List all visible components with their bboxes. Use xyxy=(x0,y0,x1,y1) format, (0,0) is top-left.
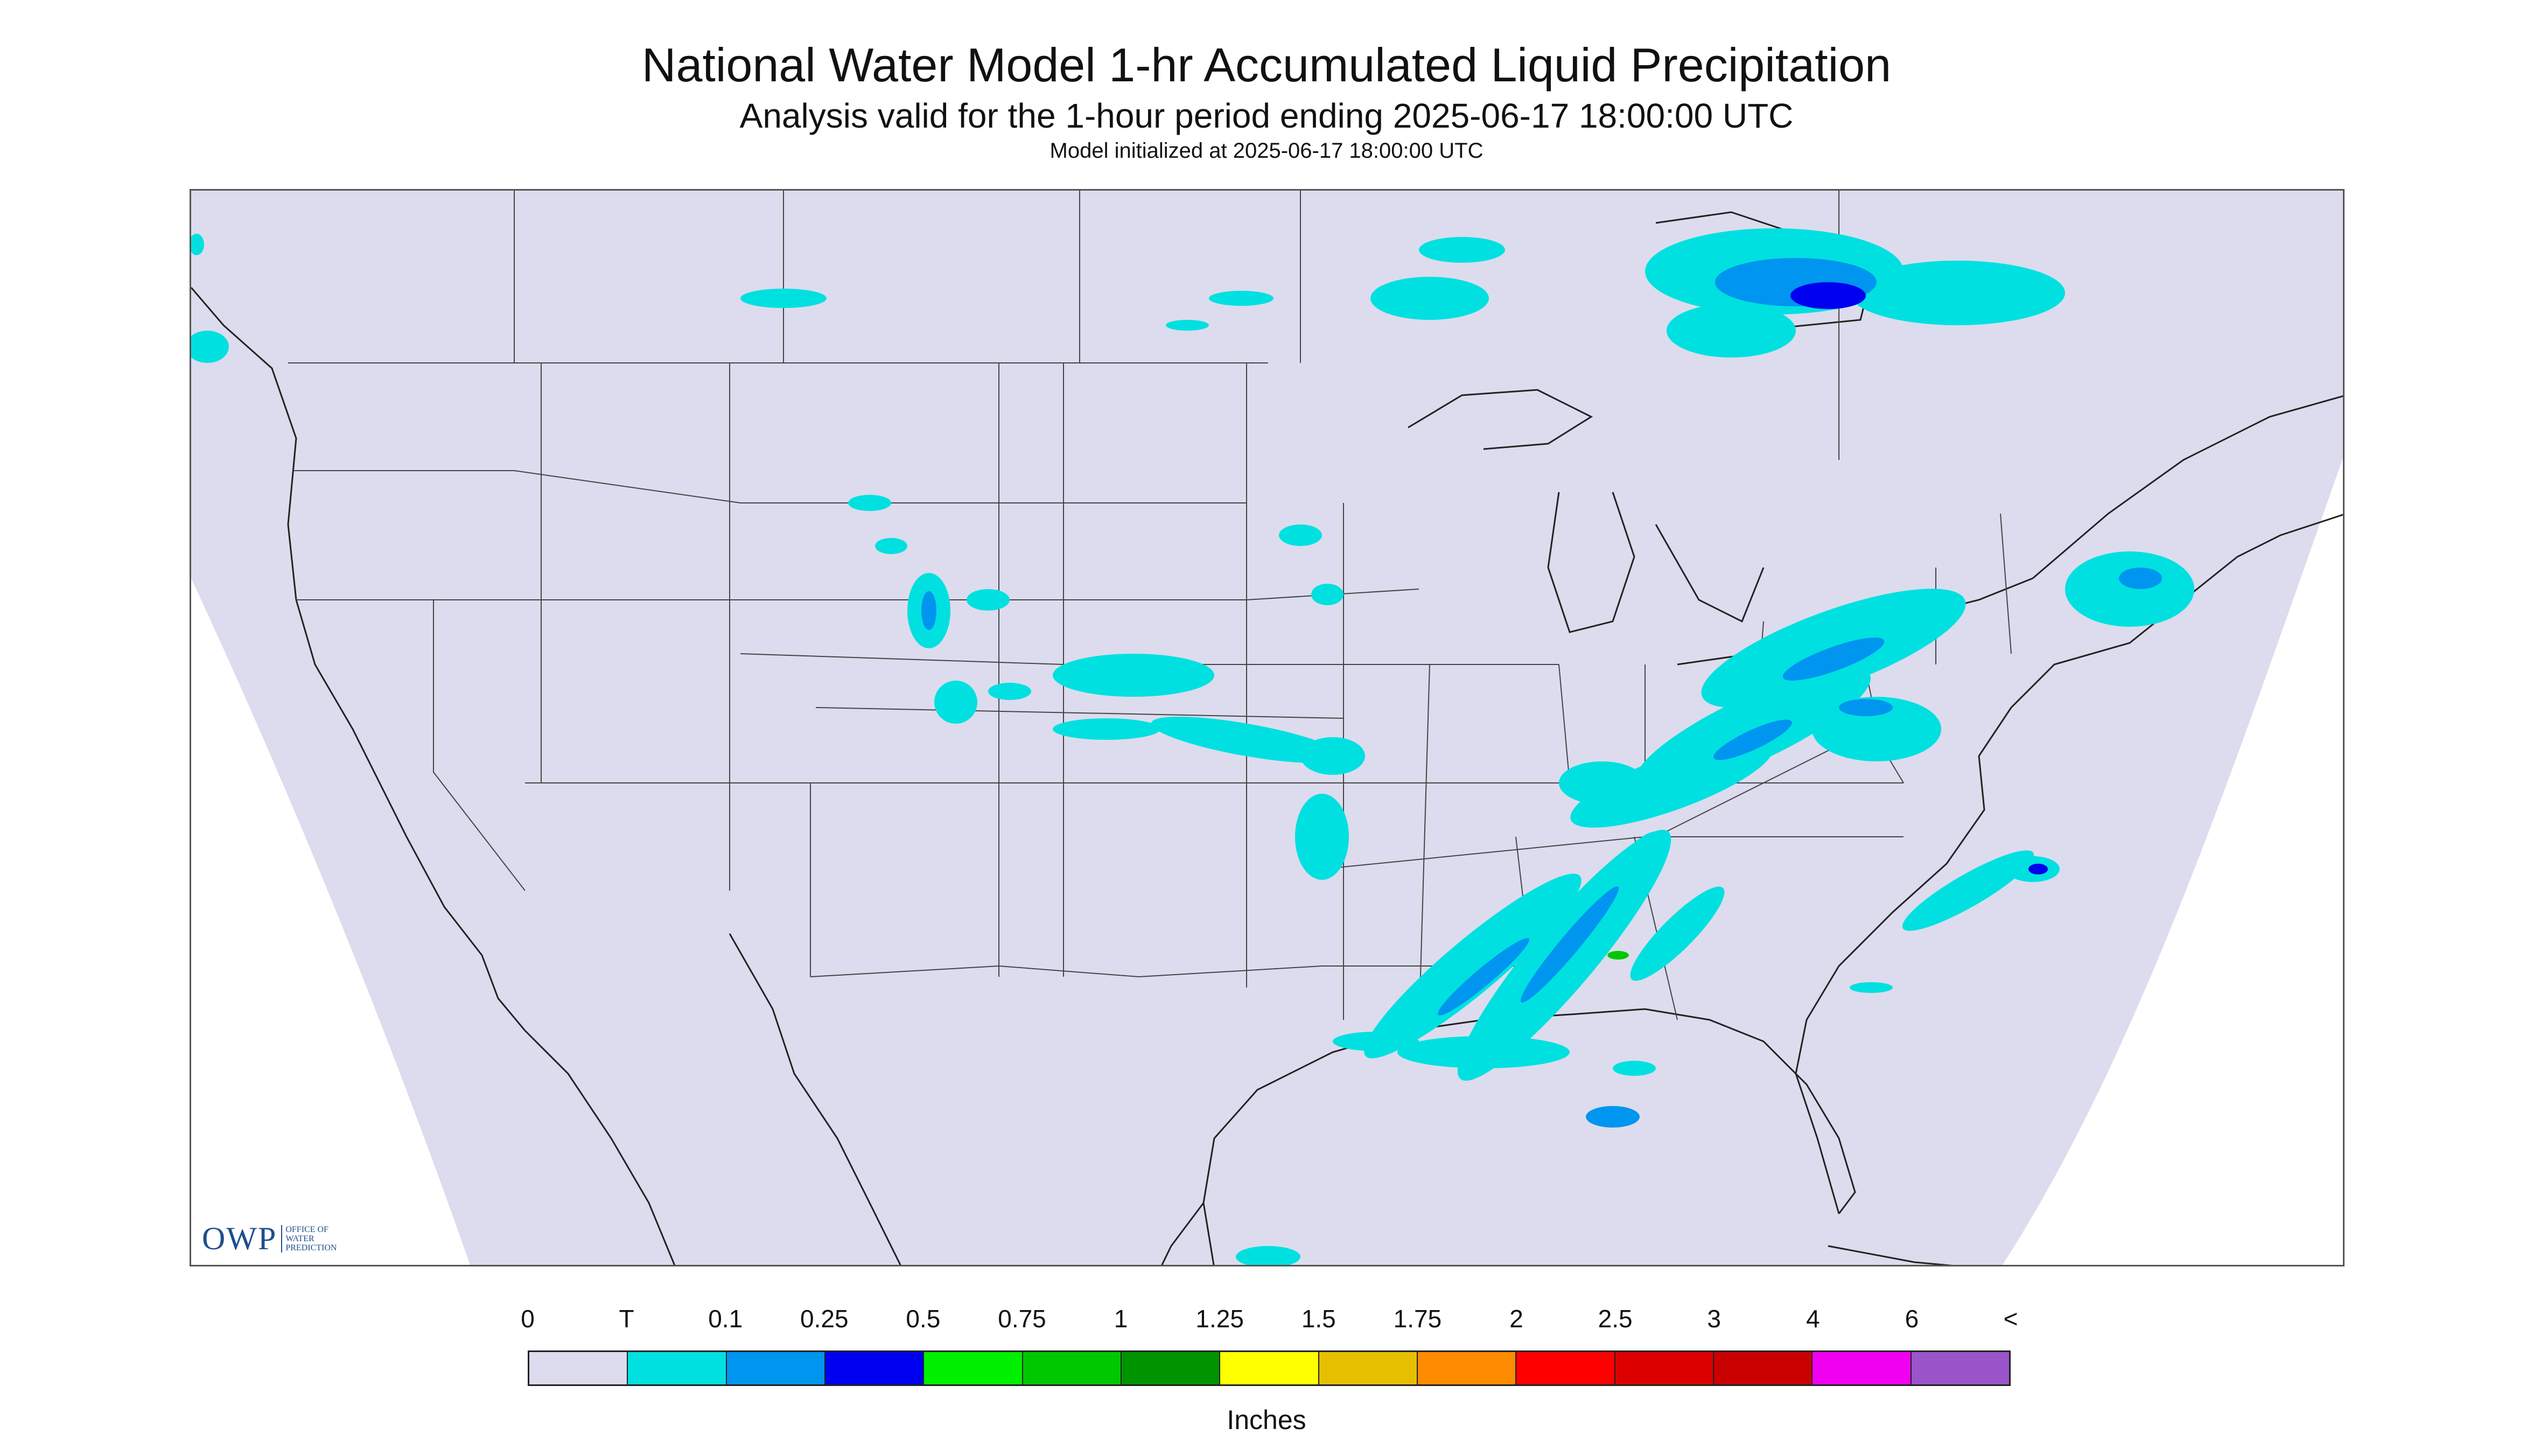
model-init-text: Model initialized at 2025-06-17 18:00:00… xyxy=(1049,139,1484,163)
legend-tick-15: < xyxy=(2003,1305,2018,1333)
legend-tick-12: 3 xyxy=(1707,1305,1721,1333)
legend-tick-8: 1.5 xyxy=(1301,1305,1336,1333)
precip-colorado xyxy=(907,573,1031,724)
legend-swatch-7 xyxy=(1220,1352,1319,1384)
legend-tick-13: 4 xyxy=(1806,1305,1820,1333)
legend-swatch-5 xyxy=(1023,1352,1122,1384)
legend-tick-labels: 0 T 0.1 0.25 0.5 0.75 1 1.25 1.5 1.75 2 2.5 3 4 6 < xyxy=(521,1304,2018,1336)
precip-pacific-northwest xyxy=(191,234,229,363)
outside-domain-left xyxy=(191,578,470,1265)
legend-tick-9: 1.75 xyxy=(1393,1305,1442,1333)
precip-central-plains xyxy=(1053,524,1365,880)
precip-quebec-ontario xyxy=(1645,228,2065,358)
owp-logo: OWP OFFICE OF WATER PREDICTION xyxy=(202,1220,337,1257)
legend-swatch-2 xyxy=(726,1352,825,1384)
precip-ohio-cores xyxy=(1713,638,1893,760)
legend-swatch-10 xyxy=(1516,1352,1615,1384)
legend-swatch-1 xyxy=(628,1352,727,1384)
legend-tick-14: 6 xyxy=(1905,1305,1919,1333)
legend-units: Inches xyxy=(1227,1405,1306,1435)
precip-new-england xyxy=(2065,551,2194,627)
precip-gulf xyxy=(1236,1032,1656,1265)
precip-deep-south-cores xyxy=(1438,886,1629,1016)
owp-logo-text: OWP xyxy=(202,1221,277,1256)
gulf-coastline xyxy=(1202,1008,1856,1265)
legend-tick-1: T xyxy=(619,1305,634,1333)
legend-tick-7: 1.25 xyxy=(1195,1305,1244,1333)
legend-swatch-0 xyxy=(529,1352,628,1384)
legend-tick-6: 1 xyxy=(1114,1305,1128,1333)
coastlines xyxy=(191,211,2343,1265)
baja-coastline xyxy=(524,1030,676,1265)
cuba xyxy=(1828,1245,1953,1265)
precip-deep-south xyxy=(1364,829,1725,1081)
precipitation-areas xyxy=(191,228,2194,1265)
st-lawrence xyxy=(2032,395,2343,579)
legend-swatch-6 xyxy=(1121,1352,1221,1384)
legend-swatch-9 xyxy=(1417,1352,1517,1384)
legend-swatch-11 xyxy=(1615,1352,1714,1384)
outside-domain-right xyxy=(2002,458,2343,1265)
legend-swatch-3 xyxy=(825,1352,925,1384)
legend-swatch-14 xyxy=(1911,1352,2009,1384)
pacific-coastline xyxy=(191,287,526,1031)
legend-tick-10: 2 xyxy=(1509,1305,1523,1333)
mexico-coast xyxy=(729,933,1205,1265)
legend-swatch-13 xyxy=(1813,1352,1912,1384)
legend-swatch-8 xyxy=(1319,1352,1418,1384)
precip-northern-plains xyxy=(740,237,1505,554)
noaa-seal-icon: NOAA xyxy=(2333,1257,2345,1266)
legend-swatch-4 xyxy=(924,1352,1023,1384)
atlantic-coastline xyxy=(1795,514,2343,1214)
legend-tick-11: 2.5 xyxy=(1598,1305,1633,1333)
legend-tick-4: 0.5 xyxy=(906,1305,941,1333)
legend-tick-3: 0.25 xyxy=(800,1305,849,1333)
legend-tick-0: 0 xyxy=(521,1305,535,1333)
precip-ohio-valley-mid-atlantic xyxy=(1559,589,1966,828)
owp-logo-subtext: OFFICE OF WATER PREDICTION xyxy=(281,1225,337,1252)
map-title: National Water Model 1-hr Accumulated Li… xyxy=(641,38,1892,92)
legend-color-bar xyxy=(528,1350,2011,1386)
great-lakes xyxy=(1408,389,2033,666)
map-subtitle: Analysis valid for the 1-hour period end… xyxy=(739,96,1794,135)
precip-atlantic-offshore xyxy=(1850,850,2060,993)
map-canvas xyxy=(191,191,2343,1265)
precipitation-map[interactable]: OWP OFFICE OF WATER PREDICTION NOAA xyxy=(190,189,2345,1266)
legend-tick-5: 0.75 xyxy=(998,1305,1046,1333)
legend-swatch-12 xyxy=(1713,1352,1813,1384)
legend-tick-2: 0.1 xyxy=(708,1305,743,1333)
